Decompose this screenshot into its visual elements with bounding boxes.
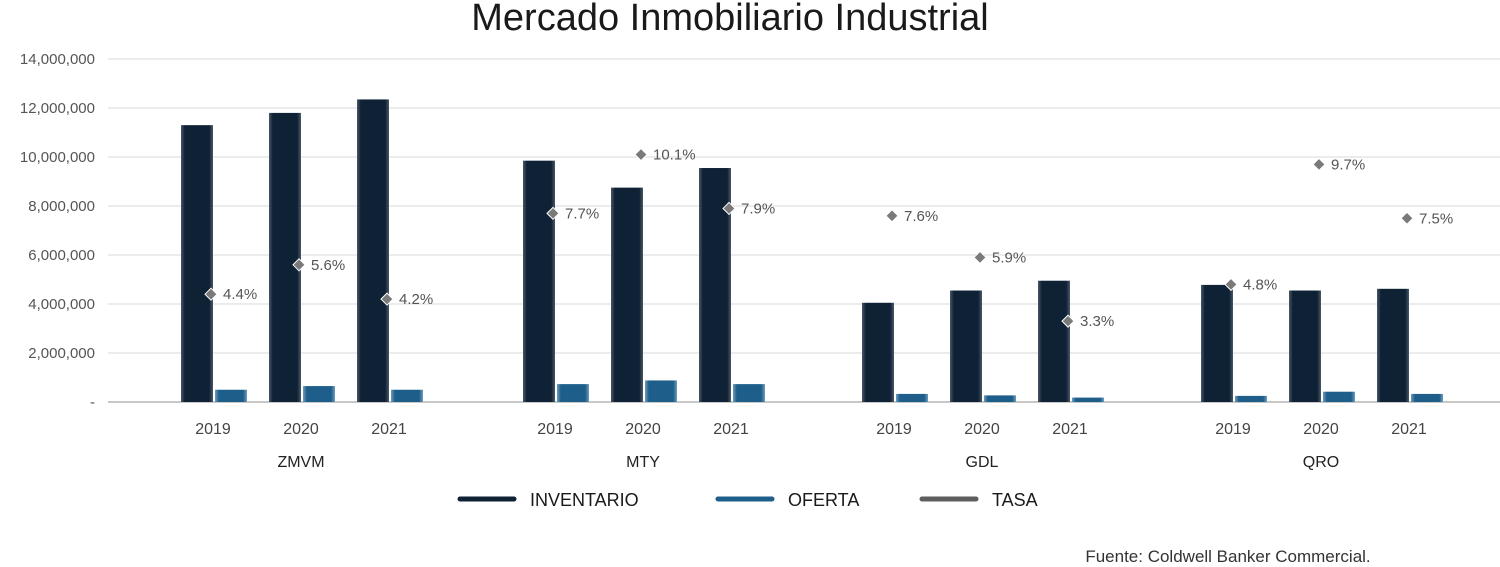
y-axis-ticks: - 2,000,000 4,000,000 6,000,000 8,000,000 10,… [20, 51, 95, 411]
oferta-bar [215, 389, 247, 402]
inventario-bar [950, 290, 982, 402]
x-tick-year: 2021 [1052, 421, 1088, 438]
oferta-bar [984, 395, 1016, 402]
inventario-bar [862, 302, 894, 402]
legend: INVENTARIO OFERTA TASA [457, 490, 1038, 510]
x-tick-year: 2019 [195, 421, 231, 438]
inventario-bar [699, 168, 731, 402]
chart-title: Mercado Inmobiliario Industrial [471, 0, 988, 39]
oferta-bar [1323, 391, 1355, 402]
tasa-data-label: 9.7% [1331, 156, 1365, 173]
tasa-data-label: 5.6% [311, 257, 345, 274]
y-tick-label: 2,000,000 [28, 345, 95, 362]
y-tick-label: 10,000,000 [20, 149, 95, 166]
tasa-data-label: 7.6% [904, 208, 938, 225]
tasa-data-label: 3.3% [1080, 313, 1114, 330]
tasa-marker [1224, 277, 1238, 292]
oferta-bar [1235, 395, 1267, 402]
tasa-data-label: 4.2% [399, 291, 433, 308]
inventario-bar [1289, 290, 1321, 402]
x-tick-year: 2020 [1303, 421, 1339, 438]
tasa-data-label: 7.5% [1419, 210, 1453, 227]
y-tick-label: 12,000,000 [20, 100, 95, 117]
y-tick-label: 6,000,000 [28, 247, 95, 264]
legend-label-inventario: INVENTARIO [530, 490, 639, 510]
tasa-data-label: 4.8% [1243, 276, 1277, 293]
rate-markers: 4.4% 5.6% 4.2% 7.7% 10.1% 7.9% 7.6% 5.9% 3.3% 4.8… [204, 147, 1453, 330]
x-group-label: GDL [966, 454, 999, 471]
oferta-bar [645, 380, 677, 402]
tasa-marker [634, 147, 648, 162]
tasa-data-label: 7.9% [741, 200, 775, 217]
inventario-bar [357, 99, 389, 403]
x-group-label: MTY [626, 454, 660, 471]
inventario-bar [181, 125, 213, 403]
tasa-data-label: 4.4% [223, 286, 257, 303]
oferta-bar [303, 386, 335, 402]
tasa-marker [292, 258, 306, 272]
oferta-bar [557, 384, 589, 402]
tasa-marker [973, 250, 987, 265]
x-tick-year: 2020 [625, 421, 661, 438]
x-group-label: ZMVM [277, 454, 324, 471]
tasa-marker [722, 201, 736, 216]
x-tick-year: 2021 [1391, 421, 1427, 438]
y-tick-label: - [90, 394, 95, 411]
x-tick-year: 2021 [713, 421, 749, 438]
tasa-marker [1061, 314, 1075, 328]
oferta-bar [733, 384, 765, 402]
y-tick-label: 8,000,000 [28, 198, 95, 215]
tasa-marker [204, 287, 218, 301]
y-tick-label: 4,000,000 [28, 296, 95, 313]
inventario-bar [269, 112, 301, 403]
tasa-marker [380, 292, 394, 306]
inventario-bar [1201, 284, 1233, 402]
x-tick-year: 2021 [371, 421, 407, 438]
oferta-bar [1072, 397, 1104, 402]
x-tick-year: 2020 [964, 421, 1000, 438]
x-tick-year: 2019 [537, 421, 573, 438]
x-axis-labels: 2019 2020 2021 ZMVM 2019 2020 2021 MTY 2019 2020 2… [195, 421, 1427, 471]
grid-lines [108, 58, 1500, 403]
tasa-data-label: 10.1% [653, 147, 696, 164]
oferta-bar [1411, 393, 1443, 402]
x-tick-year: 2020 [283, 421, 319, 438]
oferta-bar [391, 389, 423, 402]
legend-label-oferta: OFERTA [788, 490, 859, 510]
tasa-data-label: 5.9% [992, 249, 1026, 266]
tasa-data-label: 7.7% [565, 205, 599, 222]
tasa-marker [1312, 157, 1326, 172]
source-note: Fuente: Coldwell Banker Commercial. [1085, 547, 1370, 566]
x-tick-year: 2019 [1215, 421, 1251, 438]
tasa-marker [885, 209, 899, 223]
inventario-bar [523, 160, 555, 402]
inventario-bar [1038, 280, 1070, 402]
x-group-label: QRO [1303, 454, 1339, 471]
oferta-bar [896, 393, 928, 402]
bars [181, 99, 1443, 403]
legend-label-tasa: TASA [992, 490, 1038, 510]
tasa-marker [1400, 211, 1414, 225]
tasa-marker [546, 206, 560, 221]
inventario-bar [1377, 288, 1409, 402]
inventario-bar [611, 187, 643, 402]
y-tick-label: 14,000,000 [20, 51, 95, 68]
x-tick-year: 2019 [876, 421, 912, 438]
